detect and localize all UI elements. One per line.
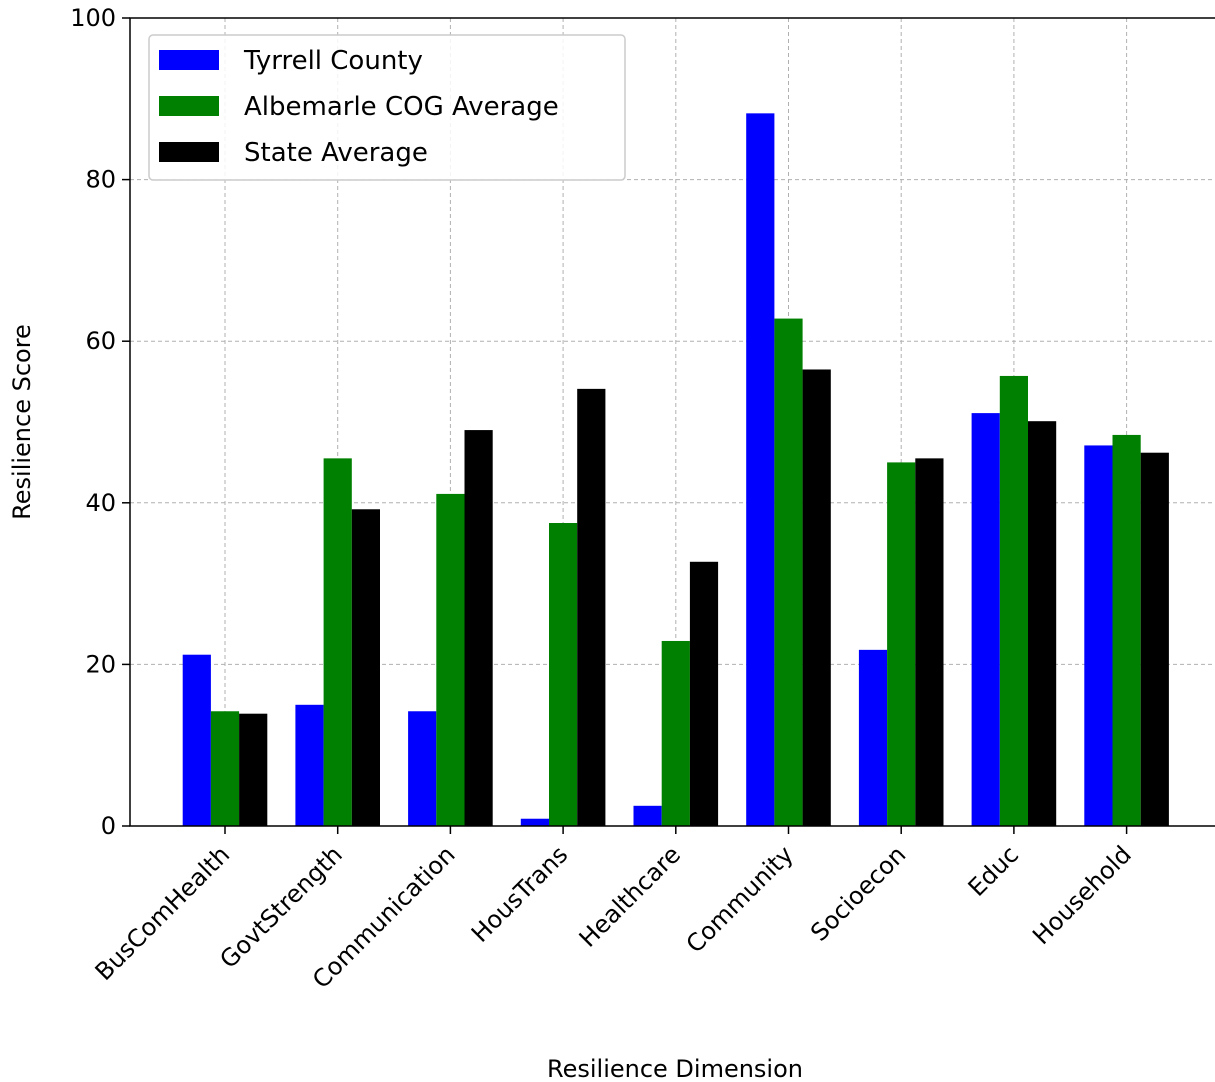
bar-state-average-socioecon [915,458,944,826]
y-tick-label: 100 [70,4,116,32]
y-axis-label: Resilience Score [8,324,36,520]
bar-tyrrell-county-community [746,113,775,827]
bar-albemarle-cog-average-communication [436,493,465,826]
y-axis-ticks: 0 20 40 60 80 100 [70,4,130,840]
x-axis-label: Resilience Dimension [547,1055,803,1082]
bar-state-average-communication [464,430,493,826]
bar-albemarle-cog-average-healthcare [661,640,690,826]
bar-tyrrell-county-buscomhealth [182,654,211,826]
legend-label-2: State Average [244,138,428,168]
bar-tyrrell-county-healthcare [633,805,662,826]
bar-state-average-community [802,369,831,826]
bars [182,113,1169,827]
plot-frame [129,17,1215,827]
x-tick-label: HousTrans [466,840,573,947]
bar-tyrrell-county-educ [971,413,1000,826]
y-tick-label: 0 [101,812,116,840]
bar-state-average-educ [1028,421,1057,826]
legend-swatch-2 [159,142,219,162]
bar-albemarle-cog-average-socioecon [887,462,916,826]
bar-tyrrell-county-household [1084,445,1113,826]
bar-state-average-buscomhealth [239,713,268,826]
bar-state-average-houstrans [577,388,606,826]
bar-tyrrell-county-houstrans [520,818,549,826]
y-tick-label: 20 [85,650,116,678]
bar-albemarle-cog-average-community [774,318,803,826]
legend-swatch-0 [159,50,219,70]
x-tick-label: Socioecon [805,840,911,946]
x-tick-label: BusComHealth [90,840,236,986]
y-tick-label: 40 [85,489,116,517]
legend: Tyrrell County Albemarle COG Average State… [148,34,626,181]
x-tick-label: Community [681,840,799,958]
bar-state-average-healthcare [689,561,719,826]
legend-label-1: Albemarle COG Average [244,92,559,122]
bar-albemarle-cog-average-buscomhealth [210,711,240,826]
y-tick-label: 80 [85,166,116,194]
bar-state-average-household [1140,452,1169,826]
x-tick-label: Healthcare [574,840,686,952]
bar-tyrrell-county-socioecon [858,649,888,826]
bar-tyrrell-county-govtstrength [295,704,324,826]
bar-tyrrell-county-communication [408,711,437,826]
legend-frame [148,34,626,181]
bar-albemarle-cog-average-household [1112,434,1141,826]
bar-albemarle-cog-average-govtstrength [323,458,352,826]
bar-state-average-govtstrength [351,509,380,826]
y-tick-label: 60 [85,327,116,355]
legend-swatch-1 [159,96,219,116]
bar-albemarle-cog-average-educ [999,375,1028,826]
x-tick-label: Household [1027,840,1137,950]
x-tick-label: Educ [963,840,1024,901]
bar-albemarle-cog-average-houstrans [549,523,578,826]
legend-label-0: Tyrrell County [243,46,423,76]
